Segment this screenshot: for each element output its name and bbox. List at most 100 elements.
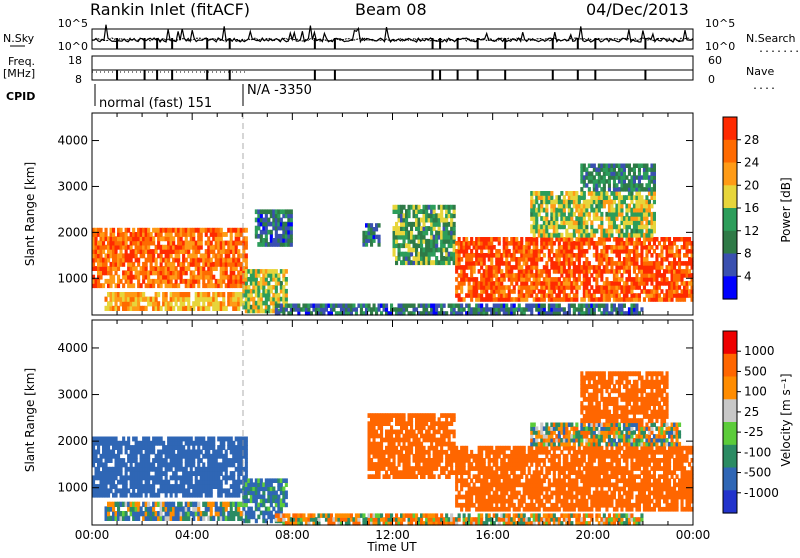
power-cell-9 bbox=[583, 164, 586, 169]
power-cell-3 bbox=[290, 234, 293, 239]
power-cell-9 bbox=[648, 183, 651, 188]
power-cell-7 bbox=[593, 293, 596, 298]
power-cell-9 bbox=[590, 171, 593, 176]
power-cell-9 bbox=[653, 175, 656, 180]
power-cell-0 bbox=[147, 228, 150, 233]
velocity-cell-1 bbox=[112, 506, 115, 511]
velocity-cell-0 bbox=[105, 462, 108, 467]
power-cell-7 bbox=[678, 249, 681, 254]
power-cell-0 bbox=[235, 245, 238, 250]
power-cell-9 bbox=[623, 179, 626, 184]
power-cell-8 bbox=[590, 204, 593, 209]
velocity-cell-1 bbox=[212, 516, 215, 521]
power-cell-7 bbox=[498, 241, 501, 246]
power-cell-1 bbox=[137, 301, 140, 306]
power-cell-7 bbox=[508, 249, 511, 254]
velocity-cell-0 bbox=[197, 445, 200, 450]
power-cell-4 bbox=[505, 304, 508, 308]
velocity-cell-0 bbox=[152, 488, 155, 493]
power-cell-6 bbox=[398, 247, 401, 252]
velocity-cell-0 bbox=[127, 437, 130, 442]
power-cell-0 bbox=[197, 249, 200, 254]
power-cell-8 bbox=[593, 233, 596, 238]
power-cell-9 bbox=[653, 183, 656, 188]
power-cell-6 bbox=[448, 260, 451, 265]
power-cell-9 bbox=[633, 179, 636, 184]
power-cell-1 bbox=[117, 306, 120, 311]
power-cell-8 bbox=[628, 204, 631, 209]
power-cell-8 bbox=[640, 220, 643, 225]
velocity-cell-1 bbox=[197, 506, 200, 511]
power-cell-8 bbox=[640, 229, 643, 234]
power-cell-0 bbox=[137, 258, 140, 263]
power-cell-7 bbox=[535, 293, 538, 298]
power-cell-8 bbox=[555, 216, 558, 221]
power-cell-7 bbox=[455, 289, 458, 294]
power-cell-9 bbox=[603, 187, 606, 192]
power-cell-1 bbox=[160, 306, 163, 311]
power-cell-0 bbox=[225, 232, 228, 237]
power-cell-8 bbox=[565, 229, 568, 234]
power-cell-4 bbox=[425, 307, 428, 311]
velocity-cell-0 bbox=[127, 441, 130, 446]
power-cell-7 bbox=[640, 253, 643, 258]
velocity-cell-3 bbox=[458, 513, 461, 518]
power-cell-8 bbox=[583, 216, 586, 221]
power-cell-6 bbox=[445, 226, 448, 231]
power-cell-8 bbox=[588, 216, 591, 221]
velocity-cell-0 bbox=[152, 445, 155, 450]
power-cell-7 bbox=[618, 293, 621, 298]
power-cell-0 bbox=[202, 266, 205, 271]
power-cell-7 bbox=[568, 265, 571, 270]
power-cell-6 bbox=[450, 218, 453, 223]
power-cell-0 bbox=[95, 236, 98, 241]
power-cell-2 bbox=[280, 281, 283, 286]
power-cell-7 bbox=[620, 237, 623, 242]
power-cell-0 bbox=[172, 236, 175, 241]
velocity-cell-0 bbox=[105, 484, 108, 489]
power-cell-0 bbox=[102, 283, 105, 288]
power-cell-1 bbox=[237, 306, 240, 311]
power-cell-7 bbox=[460, 285, 463, 290]
power-cell-7 bbox=[605, 249, 608, 254]
velocity-cell-0 bbox=[232, 441, 235, 446]
velocity-cell-0 bbox=[190, 480, 193, 485]
power-cell-7 bbox=[585, 257, 588, 262]
power-cell-7 bbox=[545, 265, 548, 270]
power-cell-6 bbox=[440, 209, 443, 214]
power-cell-6 bbox=[453, 230, 456, 235]
power-cell-4 bbox=[463, 307, 466, 311]
power-cell-0 bbox=[135, 253, 138, 258]
velocity-cell-0 bbox=[172, 450, 175, 455]
power-cell-7 bbox=[485, 289, 488, 294]
power-cell-7 bbox=[560, 273, 563, 278]
power-cell-9 bbox=[653, 179, 656, 184]
power-cell-2 bbox=[277, 273, 280, 278]
power-cell-7 bbox=[628, 273, 631, 278]
power-cell-7 bbox=[478, 269, 481, 274]
cpid-label: CPID bbox=[6, 90, 35, 103]
power-cell-8 bbox=[545, 229, 548, 234]
velocity-cell-0 bbox=[225, 454, 228, 459]
power-cell-7 bbox=[558, 293, 561, 298]
noise-panel: 10^5 10^0 10^5 10^0 N.Sky N.Search .....… bbox=[3, 17, 800, 55]
power-cell-0 bbox=[185, 270, 188, 275]
power-cell-8 bbox=[545, 212, 548, 217]
power-cell-4 bbox=[275, 307, 278, 311]
velocity-cell-0 bbox=[170, 493, 173, 498]
velocity-cell-2 bbox=[272, 487, 275, 492]
power-cell-3 bbox=[280, 218, 283, 223]
velocity-cell-0 bbox=[115, 437, 118, 442]
velocity-cell-0 bbox=[175, 480, 178, 485]
power-cell-4 bbox=[280, 304, 283, 308]
power-cell-7 bbox=[515, 237, 518, 242]
power-colorbar-tick-label-0: 28 bbox=[744, 133, 759, 147]
power-cell-8 bbox=[558, 195, 561, 200]
nave-linestyle: .... bbox=[752, 81, 776, 92]
power-cell-7 bbox=[535, 285, 538, 290]
cpid-row: CPID normal (fast) 151 N/A -3350 bbox=[6, 83, 312, 111]
power-colorbar-label: Power [dB] bbox=[779, 177, 793, 242]
power-cell-8 bbox=[575, 191, 578, 196]
power-cell-8 bbox=[608, 195, 611, 200]
power-cell-7 bbox=[458, 261, 461, 266]
